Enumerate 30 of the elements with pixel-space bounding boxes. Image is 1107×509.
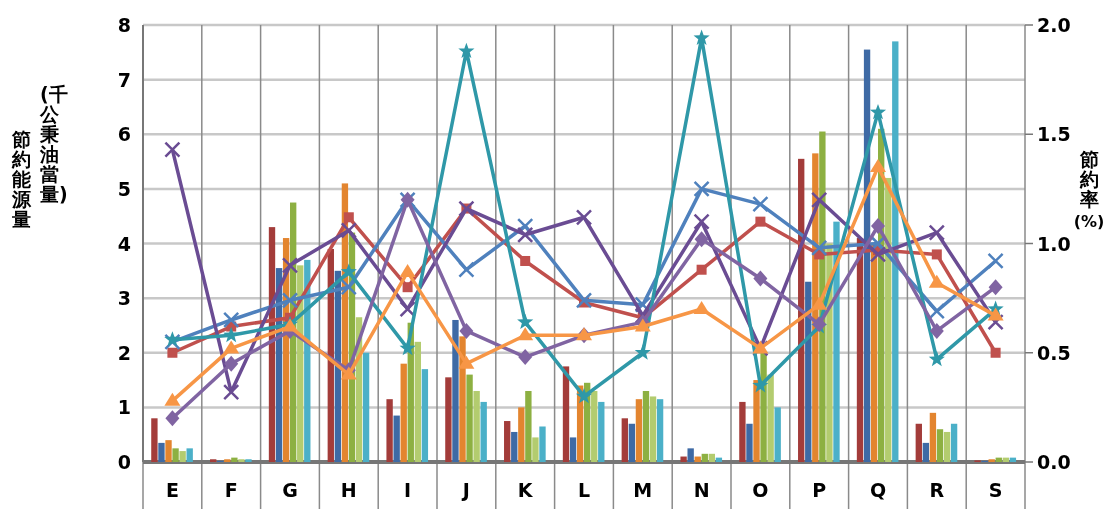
y-tick-label: 4 bbox=[117, 232, 131, 255]
x-tick-label: S bbox=[988, 479, 1003, 501]
y2-tick-label: 1.0 bbox=[1037, 232, 1071, 255]
y2-tick-label: 0.5 bbox=[1037, 341, 1071, 364]
y-tick-label: 7 bbox=[117, 68, 131, 91]
y-tick-label: 6 bbox=[117, 123, 131, 146]
x-tick-label: I bbox=[404, 479, 412, 501]
x-tick-label: M bbox=[633, 479, 653, 501]
y-tick-label: 3 bbox=[117, 287, 131, 310]
y2label: 節約率 (%) bbox=[1072, 150, 1106, 231]
x-tick-label: J bbox=[460, 479, 470, 501]
y-tick-label: 1 bbox=[117, 396, 131, 419]
y2-tick-label: 0.0 bbox=[1037, 451, 1071, 473]
x-tick-label: K bbox=[517, 479, 534, 501]
y-tick-label: 2 bbox=[117, 341, 131, 364]
y2-tick-label: 2.0 bbox=[1037, 14, 1071, 36]
x-tick-label: L bbox=[577, 479, 591, 501]
x-tick-label: N bbox=[693, 479, 710, 501]
x-tick-label: H bbox=[340, 479, 357, 501]
x-tick-label: R bbox=[929, 479, 945, 501]
x-tick-label: F bbox=[224, 479, 238, 501]
x-tick-label: P bbox=[812, 479, 827, 501]
y-tick-label: 8 bbox=[117, 14, 131, 36]
x-tick-label: O bbox=[752, 479, 769, 501]
x-tick-label: Q bbox=[869, 479, 887, 501]
y-tick-label: 5 bbox=[117, 177, 131, 200]
y2-tick-label: 1.5 bbox=[1037, 123, 1071, 146]
y-tick-label: 0 bbox=[117, 451, 131, 473]
x-tick-label: G bbox=[282, 479, 298, 501]
x-tick-label: E bbox=[165, 479, 179, 501]
